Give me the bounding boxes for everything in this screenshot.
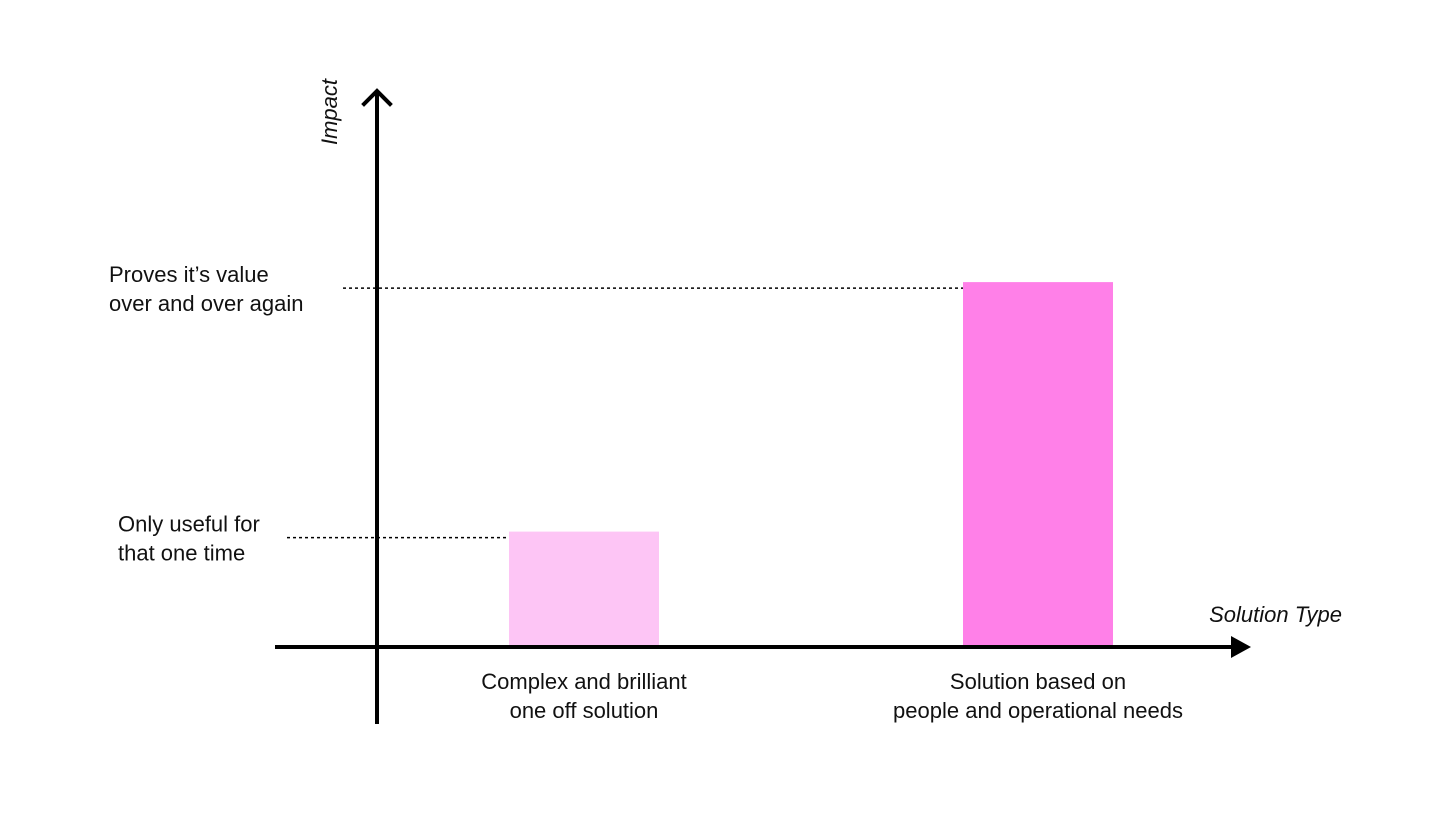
x-tick-label-1-line: one off solution: [510, 698, 659, 723]
bars: [509, 282, 1113, 645]
reference-label-2: Proves it’s value over and over again: [109, 262, 303, 316]
y-axis-arrow-icon: [361, 88, 393, 107]
reference-label-1-line: that one time: [118, 541, 245, 566]
reference-label-1-line: Only useful for: [118, 512, 260, 537]
x-axis-arrow-icon: [1231, 636, 1251, 658]
x-tick-label-2-line: people and operational needs: [893, 698, 1183, 723]
reference-lines: [287, 287, 963, 539]
bar-2: [963, 282, 1113, 645]
reference-label-2-line: over and over again: [109, 291, 303, 316]
reference-label-2-line: Proves it’s value: [109, 262, 269, 287]
bar-1: [509, 531, 659, 645]
x-axis-title: Solution Type: [1209, 602, 1342, 627]
reference-label-1: Only useful for that one time: [118, 512, 260, 566]
labels: Impact Solution Type Complex and brillia…: [109, 78, 1342, 723]
x-tick-label-2-line: Solution based on: [950, 669, 1126, 694]
x-tick-label-2: Solution based on people and operational …: [893, 669, 1183, 723]
x-tick-label-1: Complex and brilliant one off solution: [481, 669, 686, 723]
axes: [275, 88, 1251, 724]
y-axis-title: Impact: [317, 78, 342, 145]
x-tick-label-1-line: Complex and brilliant: [481, 669, 686, 694]
